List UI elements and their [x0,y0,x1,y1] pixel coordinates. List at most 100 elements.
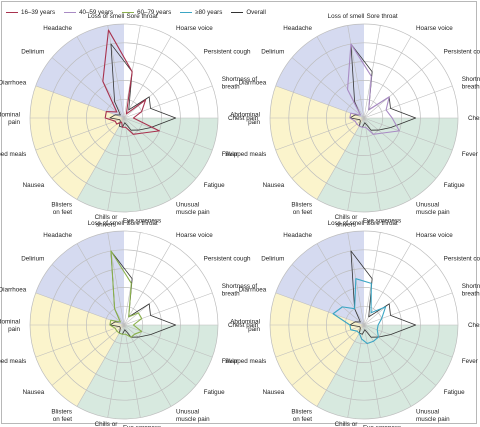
grid-spoke [51,324,125,386]
category-label-line: Hoarse voice [416,25,453,32]
legend-item-overall: Overall [231,9,266,16]
category-label: Fever [462,151,478,158]
sector-upper-respiratory [275,231,364,325]
grid-spoke [316,117,365,200]
grid-spoke [363,117,381,211]
legend-swatch-overall [231,11,244,13]
category-label: Headache [283,25,312,32]
grid-spoke [51,264,125,326]
category-label: Nausea [23,389,45,396]
sector-gastrointestinal [29,292,125,407]
legend-item-60-79: 60–79 years [122,9,171,16]
category-label: Eye soreness [363,425,401,427]
grid-spoke [363,243,412,326]
radar-panel-2: Sore throat Hoarse voice Persistent cough S… [225,13,480,229]
grid-spoke [363,324,412,407]
category-label: Diarrhoea [0,80,27,87]
category-label: Fever [462,358,478,365]
radar-panel-4: Sore throat Hoarse voice Persistent cough S… [225,220,480,427]
grid-spoke [123,243,172,326]
category-label-line: Blisters [291,409,312,416]
category-label-line: Eye soreness [363,425,401,427]
sector-upper-respiratory [35,231,124,325]
grid-spoke [363,264,437,326]
grid-spoke [123,36,172,119]
category-label: Delirium [261,255,284,262]
radar-panel-1: Sore throat Hoarse voice Persistent cough S… [0,13,259,229]
category-label: Eye soreness [123,218,161,225]
grid-spoke [123,117,213,151]
category-label-line: pain [8,326,20,333]
category-label: Unusual muscle pain [416,409,450,423]
category-label: Chest pain [228,115,259,122]
category-label-line: Shortness of [462,76,480,83]
sector-systemic [77,118,218,213]
category-label-line: shivers [96,221,116,228]
category-label-line: muscle pain [176,209,210,216]
legend-label-overall: Overall [246,8,266,16]
grid-spoke [123,117,197,179]
grid-spoke [363,324,381,418]
category-label-line: Blisters [291,202,312,209]
series-age-group [102,29,160,135]
category-label: Loss of smell [328,13,365,20]
grid-spoke [123,324,213,358]
category-label: Skipped meals [0,151,26,158]
category-label-line: Sore throat [126,220,157,227]
legend-item-40-59: 40–59 years [64,9,113,16]
grid-spoke [347,117,365,211]
category-label-line: breath [462,290,480,297]
category-label: Skipped meals [0,358,26,365]
category-label: Chest pain [468,322,480,329]
grid-spoke [363,117,437,179]
grid-spoke [275,324,365,358]
category-label: Delirium [261,48,284,55]
category-label-line: Headache [43,25,72,32]
grid-spoke [123,292,213,326]
category-label-line: pain [8,119,20,126]
category-label-line: on feet [293,209,313,216]
category-label: Sore throat [126,13,157,20]
category-label-line: Delirium [261,255,284,262]
grid-spoke [291,117,365,179]
category-label-line: Persistent cough [444,255,480,262]
category-label-line: Chills or [335,214,358,221]
category-label-line: Blisters [51,202,72,209]
grid-spoke [123,324,141,418]
legend-label-60-79: 60–79 years [137,8,172,16]
category-label: Nausea [263,182,285,189]
category-label-line: breath [462,83,480,90]
grid-spoke [107,117,125,211]
grid-spoke [363,85,453,119]
grid-spoke [76,117,125,200]
series-age-group [109,250,143,338]
category-label: Diarrhoea [239,287,267,294]
category-label: Persistent cough [204,255,251,262]
category-label-line: muscle pain [416,416,450,423]
grid-spoke [275,117,365,151]
category-label-line: Skipped meals [0,358,26,365]
category-label-line: Chills or [95,214,118,221]
category-label: Chest pain [468,115,480,122]
sector-systemic [317,325,458,420]
grid-spoke [123,117,141,211]
grid-spoke [363,324,453,358]
category-label: Chest pain [228,322,259,329]
category-label: Unusual muscle pain [176,409,210,423]
category-label-line: Eye soreness [123,425,161,427]
category-label-line: Loss of smell [328,220,365,227]
legend-swatch-60-79 [122,11,135,13]
category-label-line: Fatigue [204,182,226,189]
grid-spoke [51,57,125,119]
category-label-line: Chest pain [468,115,480,122]
category-label-line: Hoarse voice [176,232,213,239]
series-age-group [346,43,400,135]
grid-spoke [107,25,125,119]
